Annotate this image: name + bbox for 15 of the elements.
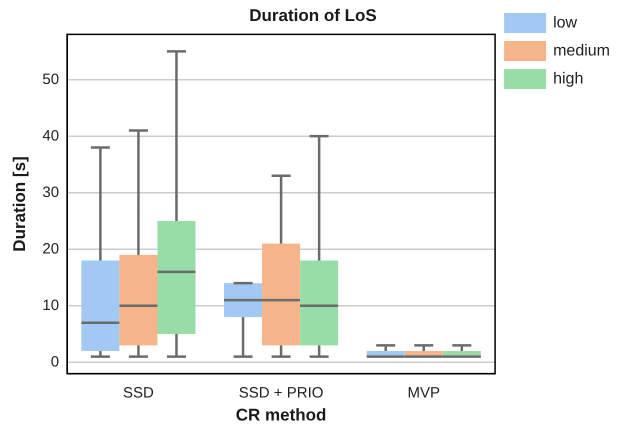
y-tick-label: 40 [42,127,60,144]
x-tick-label: SSD [123,384,154,402]
x-tick-label: MVP [408,384,440,402]
y-tick-label: 20 [42,240,60,258]
chart-title: Duration of LoS [249,6,377,25]
legend-label: low [553,14,578,32]
legend-label: high [553,70,584,88]
x-tick-label: SSD + PRIO [238,384,324,402]
legend-label: medium [553,42,610,60]
y-tick-label: 0 [50,353,60,370]
y-tick-label: 30 [42,184,60,201]
y-tick-label: 10 [42,296,60,314]
x-axis-title: CR method [236,405,326,424]
y-axis-title: Duration [s] [10,156,29,252]
y-tick-label: 50 [42,70,60,88]
